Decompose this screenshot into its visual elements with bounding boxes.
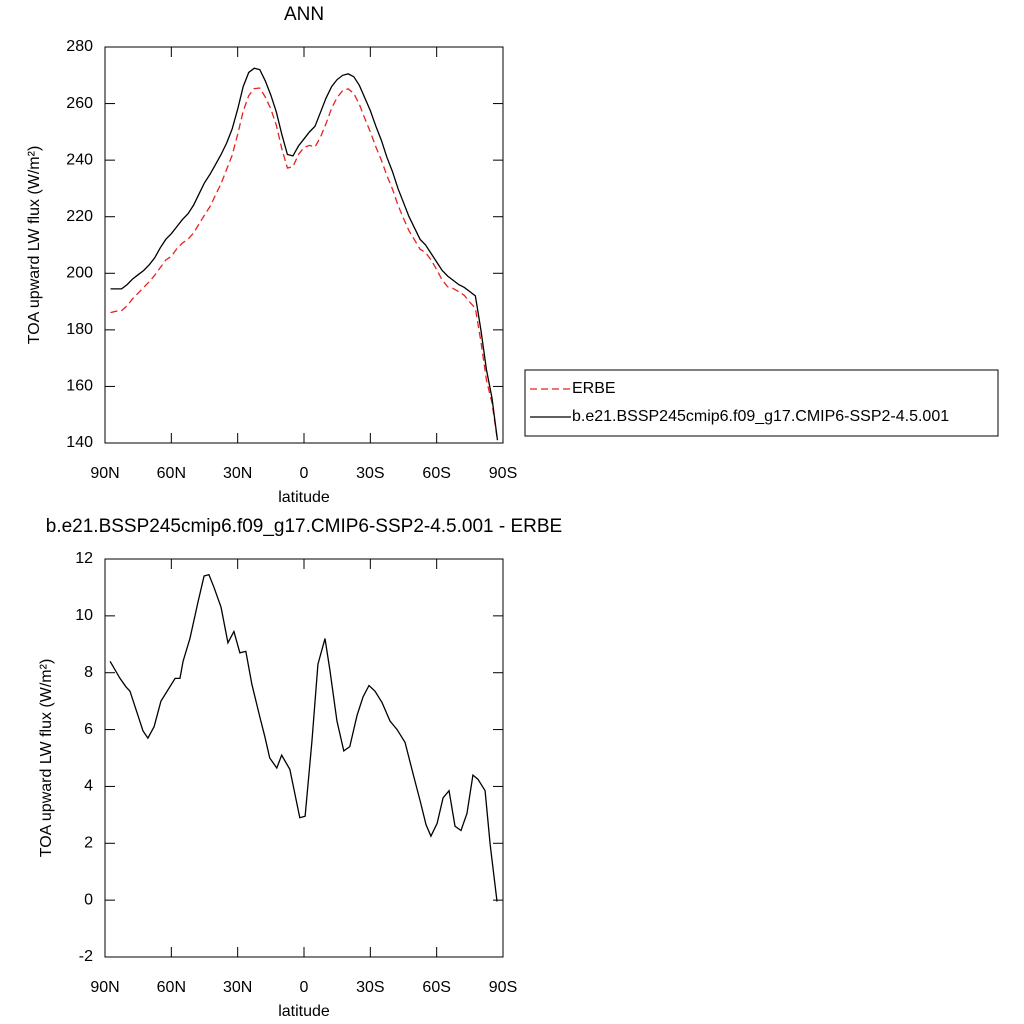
y-tick-label: 12 (75, 550, 93, 567)
data-line (110, 67, 499, 441)
y-axis-label: TOA upward LW flux (W/m²) (26, 146, 43, 345)
y-tick-label: 260 (66, 95, 93, 112)
y-tick-label: 220 (66, 208, 93, 225)
x-tick-label: 0 (300, 465, 309, 482)
y-axis-label: TOA upward LW flux (W/m²) (38, 659, 55, 858)
x-tick-label: 60S (422, 465, 450, 482)
y-tick-label: 6 (84, 721, 93, 738)
y-tick-label: 160 (66, 378, 93, 395)
data-line (110, 87, 499, 441)
y-tick-label: 140 (66, 434, 93, 451)
y-tick-label: 4 (84, 778, 93, 795)
y-tick-label: 2 (84, 835, 93, 852)
plot-frame (104, 558, 504, 958)
x-tick-label: 30S (356, 465, 384, 482)
plot-frame (104, 46, 504, 444)
x-axis-label: latitude (278, 489, 330, 506)
data-line (109, 573, 498, 902)
x-tick-label: 60N (157, 979, 186, 996)
x-tick-label: 30N (223, 465, 252, 482)
legend-label: ERBE (572, 380, 616, 397)
x-tick-label: 0 (300, 979, 309, 996)
legend-label: b.e21.BSSP245cmip6.f09_g17.CMIP6-SSP2-4.… (572, 408, 949, 425)
y-tick-label: 200 (66, 265, 93, 282)
y-tick-label: 240 (66, 151, 93, 168)
chart-title: b.e21.BSSP245cmip6.f09_g17.CMIP6-SSP2-4.… (46, 516, 562, 537)
y-tick-label: 10 (75, 607, 93, 624)
x-tick-label: 30S (356, 979, 384, 996)
y-tick-label: 8 (84, 664, 93, 681)
x-axis-label: latitude (278, 1003, 330, 1020)
chart-title: ANN (284, 4, 324, 25)
x-tick-label: 90S (489, 465, 517, 482)
x-tick-label: 90N (90, 979, 119, 996)
x-tick-label: 90N (90, 465, 119, 482)
x-tick-label: 60N (157, 465, 186, 482)
y-tick-label: -2 (79, 948, 93, 965)
x-tick-label: 60S (422, 979, 450, 996)
x-tick-label: 30N (223, 979, 252, 996)
x-tick-label: 90S (489, 979, 517, 996)
legend-box (524, 369, 999, 437)
y-tick-label: 180 (66, 321, 93, 338)
y-tick-label: 0 (84, 891, 93, 908)
y-tick-label: 280 (66, 38, 93, 55)
